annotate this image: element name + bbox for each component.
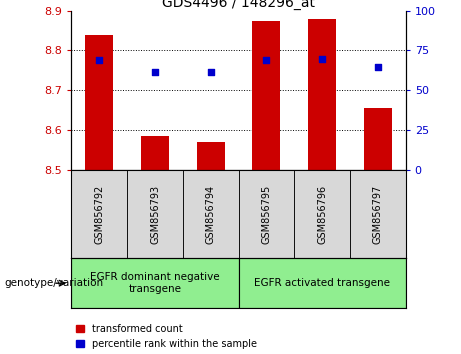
Bar	[71, 258, 239, 308]
Bar	[85, 35, 113, 170]
Point	[95, 58, 103, 63]
Text: GSM856794: GSM856794	[206, 184, 216, 244]
Text: EGFR dominant negative
transgene: EGFR dominant negative transgene	[90, 272, 220, 294]
Bar	[127, 170, 183, 258]
Bar	[253, 21, 280, 170]
Bar	[238, 258, 406, 308]
Bar	[308, 19, 336, 170]
Bar	[197, 142, 225, 170]
Title: GDS4496 / 148296_at: GDS4496 / 148296_at	[162, 0, 315, 10]
Text: GSM856793: GSM856793	[150, 184, 160, 244]
Point	[319, 56, 326, 62]
Bar	[183, 170, 238, 258]
Text: EGFR activated transgene: EGFR activated transgene	[254, 278, 390, 288]
Point	[263, 58, 270, 63]
Text: GSM856792: GSM856792	[95, 184, 104, 244]
Bar	[141, 136, 169, 170]
Text: GSM856797: GSM856797	[373, 184, 383, 244]
Legend: transformed count, percentile rank within the sample: transformed count, percentile rank withi…	[77, 324, 257, 349]
Bar	[364, 108, 392, 170]
Text: GSM856796: GSM856796	[317, 184, 327, 244]
Bar	[350, 170, 406, 258]
Text: genotype/variation: genotype/variation	[5, 278, 104, 288]
Bar	[71, 170, 127, 258]
Text: GSM856795: GSM856795	[261, 184, 272, 244]
Point	[207, 69, 214, 75]
Point	[374, 64, 382, 70]
Point	[151, 69, 159, 75]
Bar	[238, 170, 294, 258]
Bar	[294, 170, 350, 258]
